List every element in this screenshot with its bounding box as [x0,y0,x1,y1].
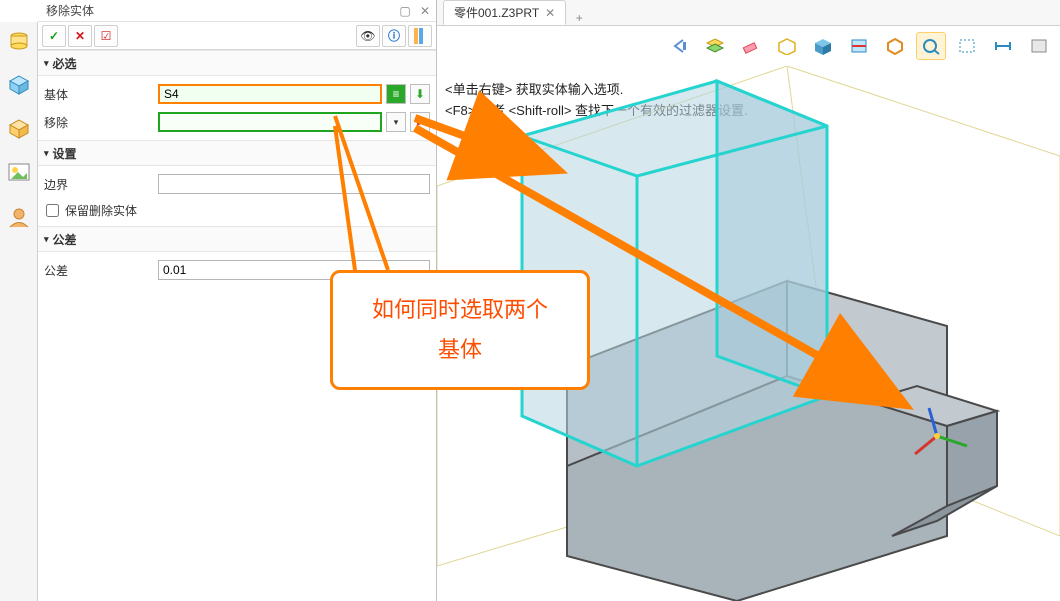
base-label: 基体 [44,86,154,103]
left-tool-strip [0,22,38,601]
strip-icon-db[interactable] [6,28,32,54]
tb-shade-icon[interactable] [808,32,838,60]
tb-layers-icon[interactable] [700,32,730,60]
panel-min-icon[interactable]: ▢ [398,4,412,18]
tb-erase-icon[interactable] [736,32,766,60]
section-tolerance[interactable]: ▾ 公差 [38,226,436,252]
document-tab[interactable]: 零件001.Z3PRT ✕ [443,0,566,25]
tb-select-icon[interactable] [952,32,982,60]
chevron-down-icon: ▾ [44,58,49,69]
remove-chev-button[interactable]: ▾ [386,112,406,132]
section-required[interactable]: ▾ 必选 [38,50,436,76]
keep-deleted-checkbox[interactable] [46,204,59,217]
tb-hex-icon[interactable] [880,32,910,60]
panel-title: 移除实体 [46,2,94,19]
strip-icon-image[interactable] [6,160,32,186]
cancel-button[interactable]: ✕ [68,25,92,47]
strip-icon-user[interactable] [6,204,32,230]
base-download-button[interactable]: ⬇ [410,84,430,104]
section-tolerance-label: 公差 [53,231,77,248]
apply-button[interactable]: ☑ [94,25,118,47]
visibility-button[interactable]: 👁 [356,25,380,47]
base-input[interactable] [158,84,382,104]
tb-section-icon[interactable] [844,32,874,60]
strip-icon-cube[interactable] [6,72,32,98]
panel-title-row: 移除实体 ▢ ✕ [38,0,436,22]
callout-line-1: 如何同时选取两个 [372,290,548,330]
tb-prev-icon[interactable] [664,32,694,60]
document-tab-bar: 零件001.Z3PRT ✕ + [437,0,1060,26]
panel-action-bar: ✓ ✕ ☑ 👁 ⓘ [38,22,436,50]
help-button[interactable] [408,25,432,47]
ok-button[interactable]: ✓ [42,25,66,47]
tb-wire-icon[interactable] [772,32,802,60]
section-settings[interactable]: ▾ 设置 [38,140,436,166]
annotation-callout: 如何同时选取两个 基体 [330,270,590,390]
keep-deleted-label: 保留删除实体 [65,202,137,219]
base-pick-button[interactable]: ≡ [386,84,406,104]
section-required-label: 必选 [53,55,77,72]
tb-more-icon[interactable] [1024,32,1054,60]
remove-input[interactable] [158,112,382,132]
remove-extra-button[interactable]: ▸ [410,112,430,132]
view-toolbar [437,26,1060,66]
document-tab-label: 零件001.Z3PRT [454,4,539,21]
tab-close-icon[interactable]: ✕ [545,6,555,20]
chevron-down-icon: ▾ [44,148,49,159]
info-button[interactable]: ⓘ [382,25,406,47]
chevron-down-icon: ▾ [44,234,49,245]
strip-icon-box[interactable] [6,116,32,142]
callout-line-2: 基体 [372,330,548,370]
boundary-label: 边界 [44,176,154,193]
boundary-input[interactable] [158,174,430,194]
tb-measure-icon[interactable] [988,32,1018,60]
tb-zoomfit-icon[interactable] [916,32,946,60]
panel-close-icon[interactable]: ✕ [418,4,432,18]
remove-label: 移除 [44,114,154,131]
tab-add-button[interactable]: + [566,11,592,25]
tolerance-label: 公差 [44,262,154,279]
section-settings-label: 设置 [53,145,77,162]
